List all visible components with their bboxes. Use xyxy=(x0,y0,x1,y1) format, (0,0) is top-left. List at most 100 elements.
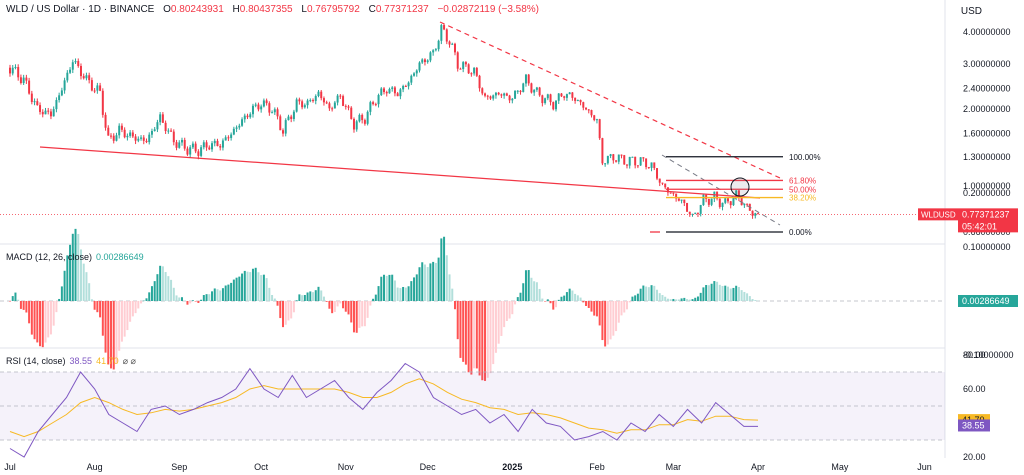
macd-histogram-bar xyxy=(325,301,328,302)
candle-body xyxy=(11,67,14,74)
candle-body xyxy=(595,119,598,121)
candle-body xyxy=(514,90,517,99)
macd-histogram-bar xyxy=(115,301,118,364)
macd-histogram-bar xyxy=(757,300,760,302)
candle-body xyxy=(36,101,39,106)
candle-body xyxy=(246,115,249,118)
candle-body xyxy=(79,66,82,77)
macd-histogram-bar xyxy=(522,283,525,301)
x-tick-label: Nov xyxy=(338,462,355,472)
candle-body xyxy=(410,75,413,83)
macd-histogram-bar xyxy=(191,300,194,301)
candle-body xyxy=(617,154,620,162)
candle-body xyxy=(639,157,642,166)
price-tick-label: 3.00000000 xyxy=(963,59,1011,69)
candle-body xyxy=(434,49,437,51)
x-tick-label: Mar xyxy=(666,462,682,472)
candle-body xyxy=(377,95,380,105)
symbol-title: WLD / US Dollar · 1D · BINANCE xyxy=(6,4,155,15)
macd-legend[interactable]: MACD (12, 26, close) 0.00286649 xyxy=(6,252,144,262)
macd-histogram-bar xyxy=(322,296,325,301)
candle-body xyxy=(702,194,705,206)
candle-body xyxy=(77,61,80,67)
macd-histogram-bar xyxy=(751,299,754,301)
macd-histogram-bar xyxy=(707,285,710,301)
candle-body xyxy=(484,93,487,96)
macd-tick-label: -0.10000000 xyxy=(963,350,1014,360)
candle-body xyxy=(473,67,476,74)
macd-histogram-bar xyxy=(36,301,39,343)
fib-level-label: 50.00% xyxy=(789,185,816,194)
candle-body xyxy=(623,155,626,165)
candle-body xyxy=(282,130,284,134)
symbol-tag-label: WLDUSD xyxy=(921,210,956,219)
candle-body xyxy=(625,164,628,166)
candle-body xyxy=(467,64,470,74)
candle-body xyxy=(172,131,175,143)
macd-histogram-bar xyxy=(342,301,345,309)
macd-histogram-bar xyxy=(396,287,399,301)
macd-histogram-bar xyxy=(22,301,25,310)
candle-body xyxy=(183,139,186,149)
candle-body xyxy=(445,29,448,42)
macd-histogram-bar xyxy=(377,286,380,301)
macd-histogram-bar xyxy=(574,293,577,301)
macd-histogram-bar xyxy=(503,301,506,328)
macd-histogram-bar xyxy=(74,228,77,301)
candle-body xyxy=(650,162,653,168)
candle-body xyxy=(754,213,757,216)
candle-body xyxy=(99,85,102,91)
candle-body xyxy=(309,100,312,102)
candle-body xyxy=(552,102,555,110)
candle-body xyxy=(732,197,735,206)
rsi-tag xyxy=(958,419,990,432)
macd-histogram-bar xyxy=(590,301,593,312)
rsi-legend[interactable]: RSI (14, close) 38.55 41.70 ⌀ ⌀ xyxy=(6,356,136,367)
candle-body xyxy=(219,146,222,148)
candle-body xyxy=(90,80,93,91)
macd-histogram-bar xyxy=(519,292,522,301)
macd-histogram-bar xyxy=(194,301,197,302)
countdown-label: 05:42:01 xyxy=(962,221,997,231)
macd-histogram-bar xyxy=(47,301,50,338)
macd-histogram-bar xyxy=(593,301,596,316)
macd-histogram-bar xyxy=(636,293,639,301)
macd-histogram-bar xyxy=(423,264,426,301)
macd-histogram-bar xyxy=(238,276,241,301)
macd-histogram-bar xyxy=(740,290,743,301)
highlight-circle xyxy=(730,177,750,197)
candle-body xyxy=(191,143,194,148)
candle-body xyxy=(74,61,77,63)
macd-histogram-bar xyxy=(347,301,350,315)
visibility-icons[interactable]: ⌀ ⌀ xyxy=(122,356,136,366)
macd-histogram-bar xyxy=(328,301,331,309)
candle-body xyxy=(216,140,219,147)
macd-histogram-bar xyxy=(112,301,115,370)
candle-body xyxy=(423,59,426,63)
candle-body xyxy=(530,83,533,93)
macd-histogram-bar xyxy=(79,249,82,301)
candle-body xyxy=(28,80,31,94)
candle-body xyxy=(238,125,241,128)
candle-body xyxy=(30,93,33,102)
macd-histogram-bar xyxy=(407,286,410,301)
macd-histogram-bar xyxy=(211,291,214,301)
macd-histogram-bar xyxy=(366,301,369,318)
macd-histogram-bar xyxy=(456,301,459,340)
candle-body xyxy=(699,205,702,214)
x-tick-label: Jul xyxy=(4,462,16,472)
macd-histogram-bar xyxy=(52,301,55,326)
candle-body xyxy=(312,100,315,102)
macd-histogram-bar xyxy=(672,298,675,301)
currency-label[interactable]: USD xyxy=(960,6,982,17)
candle-body xyxy=(574,97,577,101)
candle-body xyxy=(519,90,522,92)
candle-body xyxy=(213,140,216,144)
candle-body xyxy=(303,105,306,108)
candle-body xyxy=(453,43,456,53)
candle-body xyxy=(47,110,50,112)
macd-histogram-bar xyxy=(350,301,353,323)
macd-histogram-bar xyxy=(292,301,295,313)
macd-histogram-bar xyxy=(473,301,476,369)
candle-body xyxy=(262,100,265,107)
